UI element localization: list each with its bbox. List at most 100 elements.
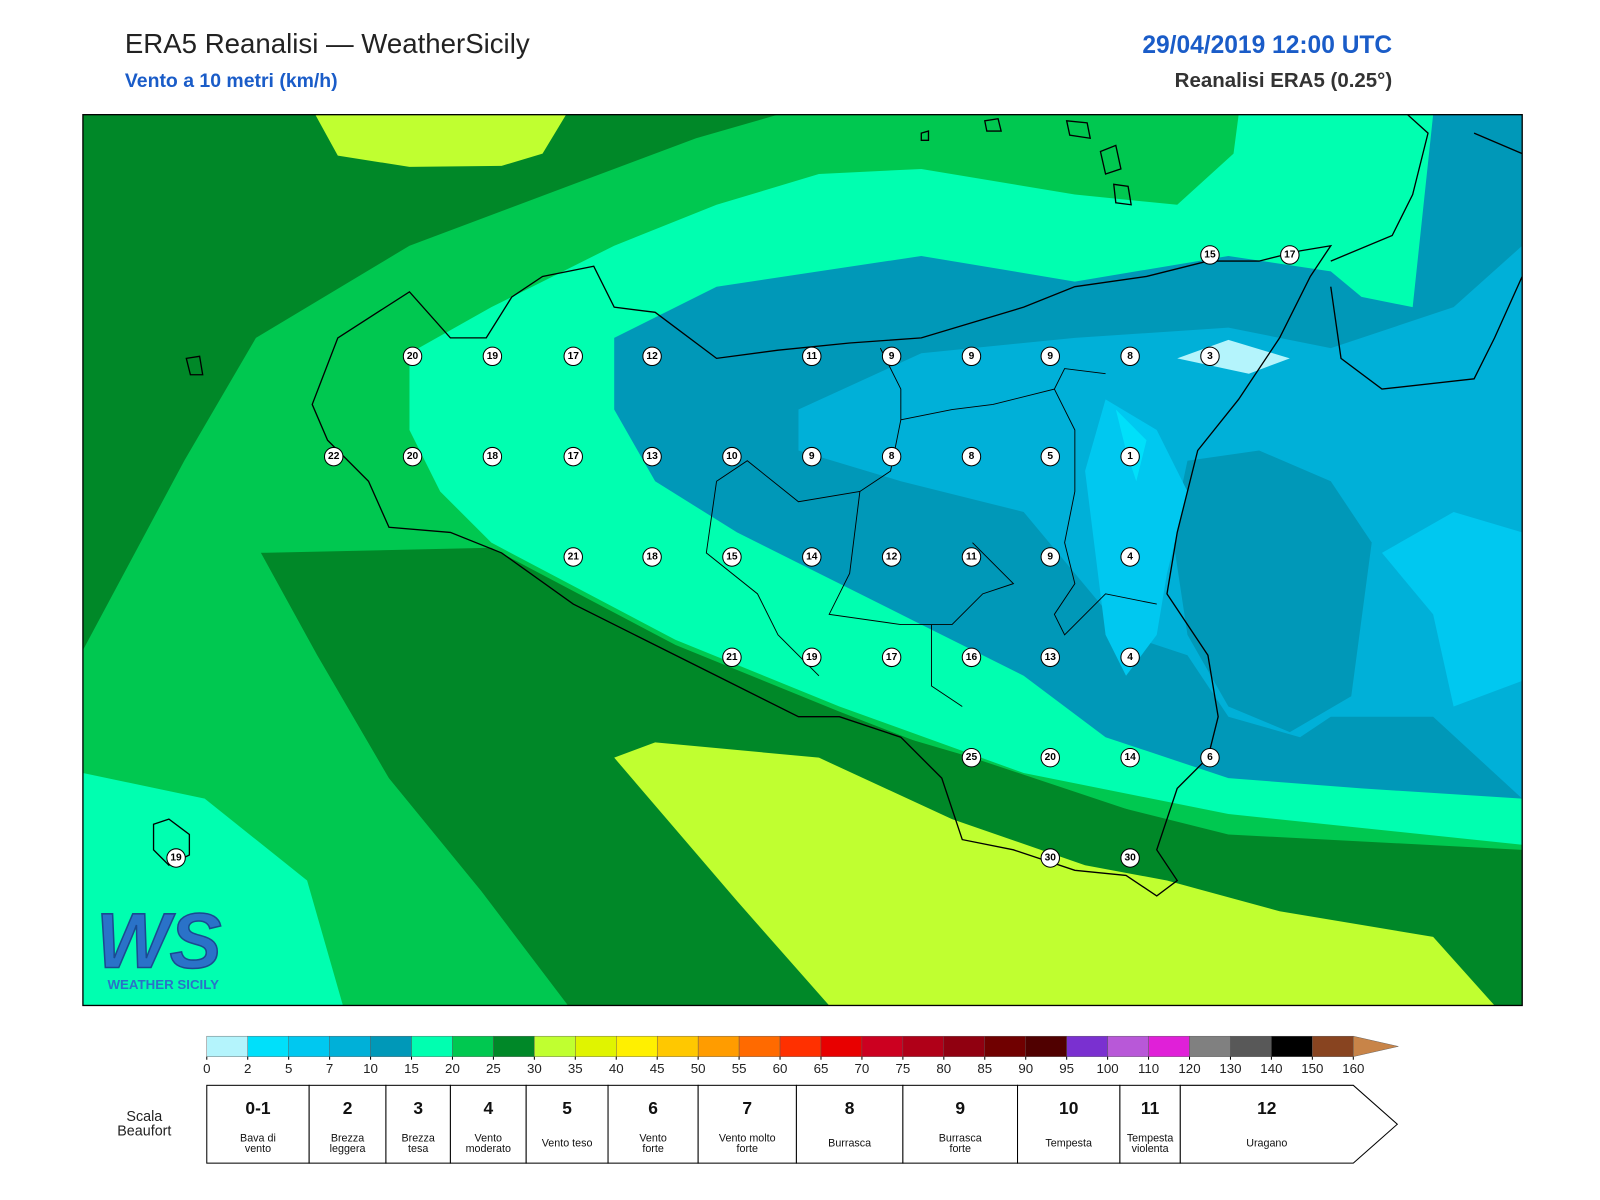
colorbar-tick-label: 35: [568, 1061, 583, 1076]
station-value: 10: [726, 451, 738, 462]
source: Reanalisi ERA5 (0.25°): [1175, 69, 1392, 92]
station-value: 4: [1127, 551, 1133, 562]
colorbar-tick-label: 65: [814, 1061, 829, 1076]
station-marker: [802, 647, 822, 668]
station-marker: [881, 346, 902, 367]
station-marker: [563, 446, 583, 467]
wind-field: [82, 114, 1523, 1006]
station-marker: [1040, 547, 1061, 567]
station-marker: [881, 647, 902, 668]
station-marker: [961, 346, 982, 367]
beaufort-cell: [607, 1084, 699, 1164]
station-value: 25: [966, 752, 978, 763]
station-marker: [802, 446, 822, 467]
colorbar-segment: [329, 1035, 371, 1057]
station-value: 12: [646, 351, 658, 362]
station-value: 6: [1207, 752, 1213, 763]
colorbar-tick-label: 7: [326, 1061, 333, 1076]
beaufort-description: Tempesta: [1045, 1138, 1092, 1150]
beaufort-cell: [449, 1084, 527, 1164]
colorbar-segment: [1025, 1035, 1067, 1057]
colorbar-segment: [984, 1035, 1026, 1057]
station-marker: [563, 346, 583, 367]
beaufort-description: forte: [737, 1143, 759, 1155]
colorbar-segment: [943, 1035, 985, 1057]
station-marker: [642, 547, 662, 567]
station-value: 15: [1204, 249, 1216, 260]
colorbar-tick-label: 100: [1097, 1061, 1119, 1076]
colorbar-segment: [616, 1035, 658, 1057]
colorbar-tick-label: 130: [1219, 1061, 1241, 1076]
station-value: 17: [568, 451, 580, 462]
colorbar-segment: [820, 1035, 863, 1057]
station-marker: [642, 346, 662, 367]
station-marker: [402, 346, 423, 367]
station-value: 18: [487, 451, 499, 462]
province-borders: [705, 347, 1157, 707]
station-value: 17: [568, 351, 580, 362]
map-frame: [82, 114, 1523, 1007]
colorbar-tick-label: 5: [285, 1061, 292, 1076]
colorbar-tick-label: 75: [895, 1061, 910, 1076]
beaufort-force: 0-1: [245, 1098, 270, 1118]
beaufort-description: vento: [245, 1143, 271, 1155]
station-marker: [402, 446, 423, 467]
beaufort-cell: [1119, 1084, 1181, 1164]
station-value: 13: [1045, 652, 1057, 663]
station-value: 8: [1127, 351, 1133, 362]
beaufort-cell: [1179, 1084, 1399, 1164]
band-cyan: [1085, 399, 1188, 676]
colorbar-segment: [697, 1035, 740, 1057]
station-value: 12: [886, 551, 898, 562]
station-marker: [1040, 747, 1061, 768]
colorbar-segment: [1066, 1035, 1108, 1057]
station-value: 17: [1284, 249, 1296, 260]
station-value: 22: [328, 451, 340, 462]
station-value: 15: [726, 551, 738, 562]
station-value: 20: [1045, 752, 1057, 763]
station-value: 9: [1047, 551, 1053, 562]
station-marker: [1040, 848, 1061, 868]
station-marker: [1200, 245, 1220, 265]
station-marker: [961, 446, 982, 467]
station-value: 9: [1047, 351, 1053, 362]
band-aquamarine: [82, 773, 343, 1006]
colorbar-segment: [534, 1035, 576, 1057]
station-marker: [722, 446, 742, 467]
station-marker: [1040, 346, 1061, 367]
station-value: 30: [1124, 853, 1136, 864]
station-value: 9: [809, 451, 815, 462]
station-marker: [166, 848, 186, 868]
station-marker: [323, 446, 344, 467]
beaufort-cell: [206, 1084, 310, 1164]
colorbar-tick-label: 150: [1301, 1061, 1323, 1076]
colorbar-tick-label: 95: [1059, 1061, 1074, 1076]
station-marker: [881, 547, 902, 567]
beaufort-cell: [525, 1084, 609, 1164]
station-value: 20: [407, 351, 419, 362]
station-marker: [642, 446, 662, 467]
colorbar-segment: [1148, 1035, 1190, 1057]
station-value: 19: [806, 652, 818, 663]
station-value: 16: [966, 652, 978, 663]
colorbar-segment: [370, 1035, 412, 1057]
beaufort-description: Burrasca: [828, 1138, 871, 1150]
colorbar-tick-label: 55: [732, 1061, 747, 1076]
colorbar-extension: [1353, 1035, 1399, 1057]
station-marker: [802, 346, 822, 367]
station-value: 11: [966, 551, 977, 562]
station-value: 13: [646, 451, 658, 462]
beaufort-description: Uragano: [1246, 1138, 1287, 1150]
beaufort-label: Beaufort: [117, 1123, 171, 1139]
station-marker: [1200, 346, 1220, 367]
station-marker: [1040, 647, 1061, 668]
station-marker: [961, 547, 982, 567]
logo-mark: WS: [96, 899, 221, 985]
colorbar-segment: [288, 1035, 330, 1057]
title: ERA5 Reanalisi — WeatherSicily: [125, 28, 530, 59]
station-value: 21: [726, 652, 738, 663]
beaufort-description: Burrasca: [939, 1133, 982, 1145]
band-light-cyan: [1115, 409, 1147, 482]
